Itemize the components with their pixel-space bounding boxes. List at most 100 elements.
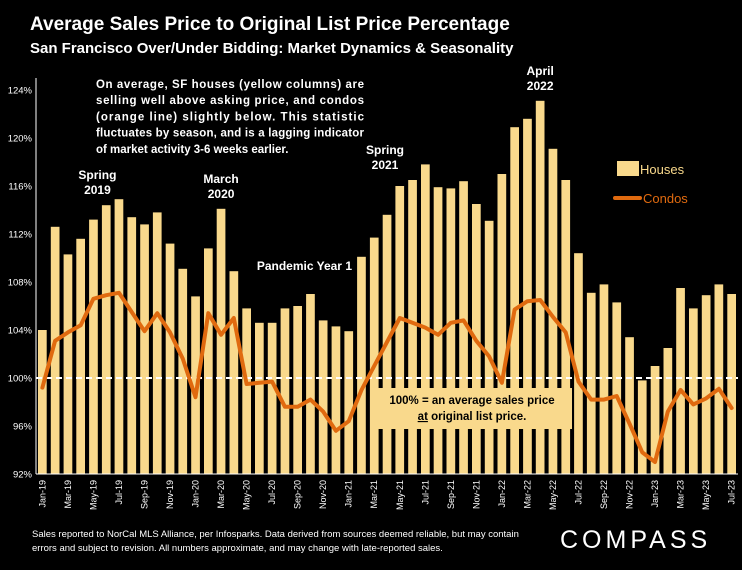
condos-point-Sep-21 <box>449 321 452 324</box>
x-tick-label: Jan-21 <box>344 480 354 508</box>
houses-bar-Sep-19 <box>140 224 149 474</box>
condos-point-Mar-20 <box>219 333 223 336</box>
condos-point-Dec-22 <box>641 451 644 454</box>
x-tick-label: Sep-19 <box>140 480 150 509</box>
houses-bar-Feb-21 <box>357 256 366 474</box>
houses-bar-Jan-22 <box>497 174 507 474</box>
houses-bar-May-20 <box>242 308 251 474</box>
x-tick-label: Mar-20 <box>216 480 226 509</box>
condos-point-Apr-23 <box>692 403 695 406</box>
condos-point-May-23 <box>704 397 708 400</box>
period-annotation: Spring 2021 <box>366 143 404 172</box>
condos-point-Nov-19 <box>168 331 172 334</box>
x-tick-label: May-19 <box>88 480 98 510</box>
description-line: (orange line) slightly below. This stati… <box>96 111 365 123</box>
x-tick-label: Jul-20 <box>267 480 277 505</box>
period-annotation: April 2022 <box>526 64 553 93</box>
condos-point-Mar-21 <box>373 364 376 368</box>
condos-point-Jul-21 <box>424 326 427 329</box>
condos-point-Dec-20 <box>334 429 338 432</box>
houses-bar-Jun-23 <box>714 284 724 474</box>
houses-bar-Sep-21 <box>446 188 456 474</box>
description-line: selling well above asking price, and con… <box>96 95 364 107</box>
houses-bar-Sep-20 <box>293 306 302 474</box>
houses-bar-Oct-20 <box>306 294 315 474</box>
y-tick-label: 104% <box>8 326 33 337</box>
condos-point-Jan-21 <box>347 420 350 423</box>
houses-bar-Jul-22 <box>574 253 583 474</box>
condos-point-May-19 <box>92 297 95 300</box>
callout-line-2-rest: original list price. <box>428 411 526 423</box>
condos-point-Jun-19 <box>105 294 108 297</box>
footer-note: Sales reported to NorCal MLS Alliance, p… <box>32 529 519 554</box>
x-tick-label: Jul-22 <box>574 480 584 505</box>
houses-bar-Dec-20 <box>331 326 341 474</box>
condos-point-Feb-20 <box>207 312 210 315</box>
condos-point-Aug-22 <box>590 398 593 401</box>
houses-bar-Feb-19 <box>50 226 60 474</box>
x-tick-label: Sep-20 <box>293 480 303 509</box>
callout-background <box>372 388 572 429</box>
houses-bar-Dec-19 <box>178 268 188 474</box>
condos-point-Jan-22 <box>500 381 504 384</box>
houses-bar-Oct-22 <box>612 302 622 474</box>
callout-line-1: 100% = an average sales price <box>389 395 554 407</box>
condos-point-Apr-21 <box>385 340 389 344</box>
x-tick-label: Mar-23 <box>676 480 686 509</box>
houses-bar-Apr-20 <box>229 271 239 474</box>
x-tick-label: Jan-22 <box>497 480 507 508</box>
y-tick-label: 124% <box>8 86 33 97</box>
houses-bar-Apr-22 <box>535 100 545 475</box>
condos-point-Nov-20 <box>322 410 325 413</box>
houses-bar-Jan-21 <box>344 331 354 474</box>
x-tick-label: Nov-19 <box>165 480 175 509</box>
condos-point-Sep-19 <box>143 330 146 333</box>
condos-point-Oct-19 <box>156 312 159 315</box>
condos-point-May-22 <box>551 315 555 318</box>
legend-houses-swatch <box>617 161 639 176</box>
period-annotation: Pandemic Year 1 <box>257 259 353 273</box>
condos-point-Jul-22 <box>577 380 580 383</box>
condos-point-Sep-20 <box>296 405 299 408</box>
description-line: On average, SF houses (yellow columns) a… <box>96 79 364 91</box>
houses-bar-May-19 <box>89 219 98 474</box>
x-tick-label: May-23 <box>701 480 711 510</box>
houses-bar-Aug-22 <box>586 292 596 474</box>
y-tick-label: 108% <box>8 278 33 289</box>
houses-bar-Jul-20 <box>267 322 277 474</box>
houses-bar-Jul-19 <box>114 199 124 474</box>
condos-point-May-21 <box>398 316 401 320</box>
x-tick-label: Jul-21 <box>420 480 430 505</box>
x-tick-label: Mar-22 <box>522 480 532 509</box>
houses-bar-Nov-20 <box>318 320 328 474</box>
y-tick-label: 92% <box>13 470 33 481</box>
condos-point-Feb-21 <box>360 388 363 392</box>
condos-point-Aug-21 <box>436 333 440 336</box>
condos-point-Jun-21 <box>411 321 414 324</box>
condos-point-Mar-22 <box>526 300 529 303</box>
houses-bar-Sep-22 <box>599 284 609 474</box>
houses-bar-May-23 <box>701 295 711 474</box>
houses-bar-Jun-21 <box>408 180 417 474</box>
condos-point-May-20 <box>245 382 248 386</box>
condos-point-Jan-23 <box>653 460 657 464</box>
x-tick-label: May-20 <box>242 480 252 510</box>
houses-bar-Aug-19 <box>127 217 137 474</box>
y-tick-label: 116% <box>8 182 32 193</box>
condos-point-Nov-21 <box>475 339 478 342</box>
x-tick-label: Jan-20 <box>191 480 201 508</box>
callout-box: 100% = an average sales price at original… <box>372 388 572 429</box>
condos-point-Feb-22 <box>513 308 516 311</box>
description-line: of market activity 3-6 weeks earlier. <box>96 144 288 156</box>
chart-subtitle: San Francisco Over/Under Bidding: Market… <box>30 40 514 57</box>
houses-bar-Apr-23 <box>689 308 698 474</box>
x-axis: Jan-19 Mar-19 May-19 Jul-19 Sep-19 Nov-19 Jan-… <box>36 473 738 510</box>
houses-bar-Mar-19 <box>63 254 73 474</box>
condos-point-Dec-21 <box>487 355 491 358</box>
x-tick-label: Jan-23 <box>650 480 660 508</box>
condos-point-Jul-20 <box>270 380 274 383</box>
x-tick-label: Sep-22 <box>599 480 609 509</box>
houses-bar-Apr-19 <box>76 238 85 474</box>
condos-point-Apr-19 <box>79 324 82 327</box>
condos-point-Apr-22 <box>539 298 542 302</box>
